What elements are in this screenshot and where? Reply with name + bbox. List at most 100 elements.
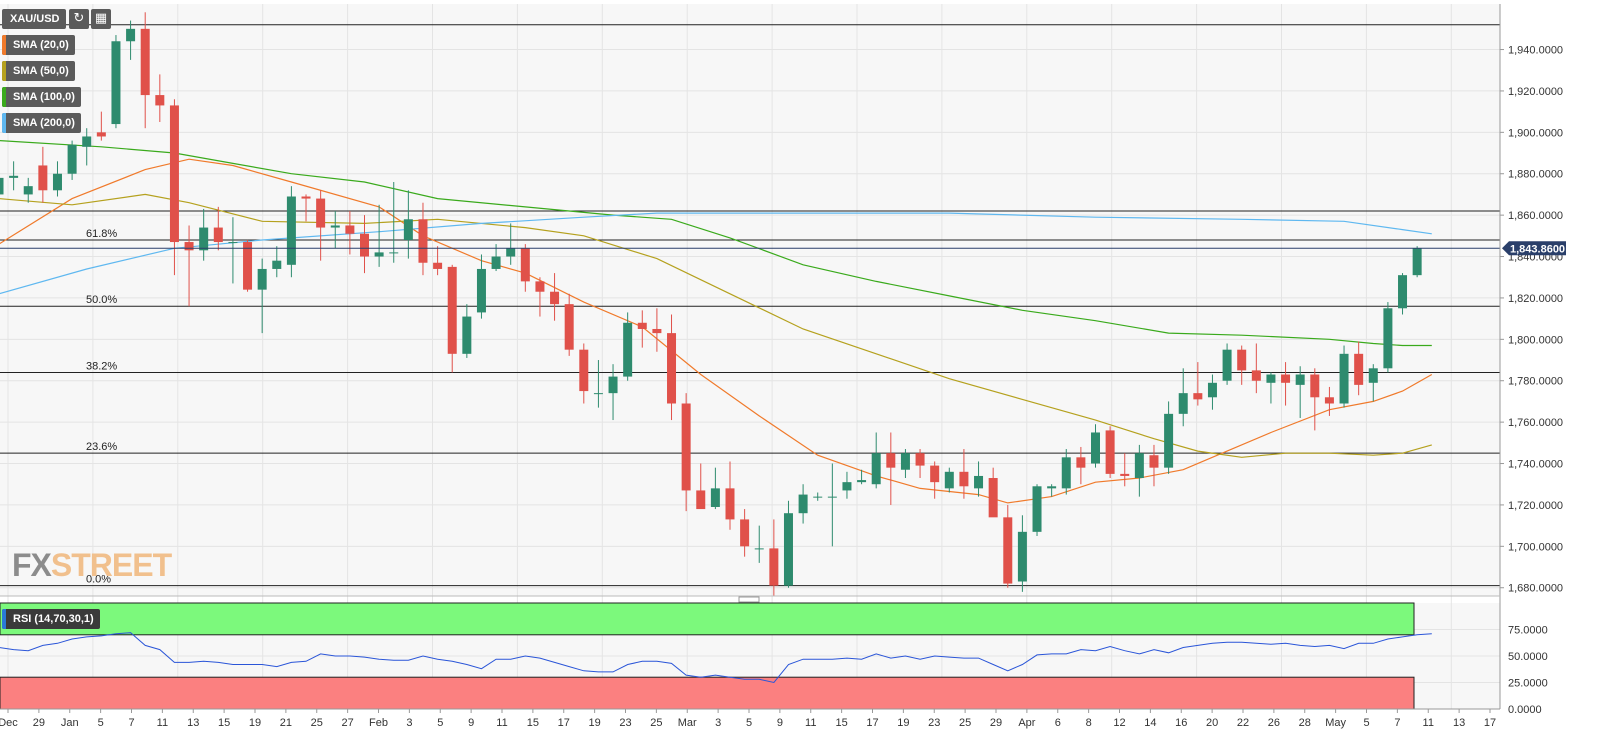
candle-body <box>1017 531 1027 582</box>
candle <box>520 244 530 292</box>
candle <box>696 463 706 510</box>
candle-body <box>1134 453 1144 479</box>
rsi-indicator-label[interactable]: RSI (14,70,30,1) <box>2 609 100 629</box>
candle <box>593 360 603 408</box>
candle-body <box>1193 393 1203 400</box>
candle-body <box>579 349 589 392</box>
candle-body <box>491 256 501 269</box>
x-tick-label: 19 <box>589 717 601 729</box>
candle <box>1091 424 1100 468</box>
candle <box>506 223 516 265</box>
candle <box>1164 401 1174 474</box>
current-price-tag-bg <box>1502 241 1566 256</box>
candle <box>67 140 77 180</box>
candle <box>667 314 677 421</box>
x-tick-label: 13 <box>187 717 199 729</box>
candle-body <box>520 248 530 282</box>
candle-body <box>1412 248 1422 276</box>
candle <box>725 461 735 530</box>
candle <box>433 246 443 276</box>
x-tick-label: 26 <box>1268 717 1280 729</box>
indicator-sma-20[interactable]: SMA (20,0) <box>2 35 75 55</box>
candle-body <box>1222 349 1232 381</box>
candle <box>974 461 984 497</box>
y-tick-label: 1,880.0000 <box>1508 169 1563 181</box>
candle-body <box>82 136 92 147</box>
fib-level-label: 23.6% <box>86 441 117 453</box>
candle <box>1354 341 1364 396</box>
candle-body <box>842 482 852 491</box>
candle-body <box>827 496 837 498</box>
candle <box>681 393 691 512</box>
x-tick-label: 25 <box>650 717 662 729</box>
x-tick-label: 7 <box>128 717 134 729</box>
x-tick-label: 11 <box>805 717 816 729</box>
candle <box>915 449 925 479</box>
candle-body <box>608 376 618 394</box>
candle <box>827 463 837 547</box>
candle <box>1178 368 1188 427</box>
indicator-sma-200[interactable]: SMA (200,0) <box>2 113 81 133</box>
x-tick-label: 12 <box>1113 717 1125 729</box>
candle-body <box>725 488 735 520</box>
candle-body <box>1178 393 1188 414</box>
y-tick-label: 1,900.0000 <box>1508 127 1563 139</box>
candle-body <box>1354 353 1364 385</box>
x-tick-label: 15 <box>218 717 230 729</box>
candle <box>301 194 311 222</box>
candle <box>1251 343 1261 394</box>
candle <box>608 364 618 421</box>
refresh-icon[interactable]: ↻ <box>69 9 89 29</box>
sma-line <box>0 158 1433 504</box>
fib-level-label: 38.2% <box>86 360 117 372</box>
candle-body <box>0 177 4 195</box>
x-tick-label: 19 <box>897 717 909 729</box>
y-tick-label: 1,860.0000 <box>1508 210 1563 222</box>
candle-body <box>418 219 428 263</box>
indicator-sma-100[interactable]: SMA (100,0) <box>2 87 81 107</box>
candle-body <box>462 316 472 354</box>
candle-body <box>1076 457 1086 468</box>
x-tick-label: 9 <box>777 717 783 729</box>
candle-body <box>272 260 282 269</box>
candle-body <box>857 480 867 483</box>
y-tick-label: 1,780.0000 <box>1508 376 1563 388</box>
fxstreet-logo: FXSTREET <box>12 547 172 583</box>
candle <box>579 343 589 404</box>
candle-body <box>199 227 209 251</box>
x-tick-label: 29 <box>990 717 1002 729</box>
x-tick-label: 17 <box>866 717 878 729</box>
candle-body <box>974 475 984 489</box>
x-tick-label: 27 <box>342 717 354 729</box>
x-tick-label: Apr <box>1018 717 1035 729</box>
candle <box>243 239 253 292</box>
candle-body <box>1281 374 1291 383</box>
current-price-label: 1,843.8600 <box>1510 243 1565 255</box>
calendar-icon[interactable]: ▦ <box>91 9 111 29</box>
candle <box>550 273 560 321</box>
indicator-sma-50[interactable]: SMA (50,0) <box>2 61 75 81</box>
candle-body <box>886 453 896 468</box>
candle <box>1383 302 1393 373</box>
candle <box>623 312 633 381</box>
candle-body <box>96 132 106 137</box>
sma-50-swatch <box>2 61 6 81</box>
fib-level-label: 0.0% <box>86 574 111 586</box>
candle-body <box>798 494 808 514</box>
candle-body <box>988 478 998 518</box>
candle <box>783 500 793 588</box>
candle-body <box>1003 517 1013 584</box>
candle <box>462 304 472 358</box>
y-tick-label: 1,700.0000 <box>1508 541 1563 553</box>
symbol-label[interactable]: XAU/USD <box>2 9 66 29</box>
x-tick-label: 13 <box>1453 717 1465 729</box>
candle-body <box>1207 382 1217 398</box>
candle-body <box>316 198 326 228</box>
candle-body <box>433 262 443 269</box>
x-tick-label: 16 <box>1175 717 1187 729</box>
candle-body <box>813 496 823 498</box>
candle-body <box>1164 413 1174 468</box>
candle-body <box>1061 457 1071 489</box>
candle-body <box>476 268 486 313</box>
